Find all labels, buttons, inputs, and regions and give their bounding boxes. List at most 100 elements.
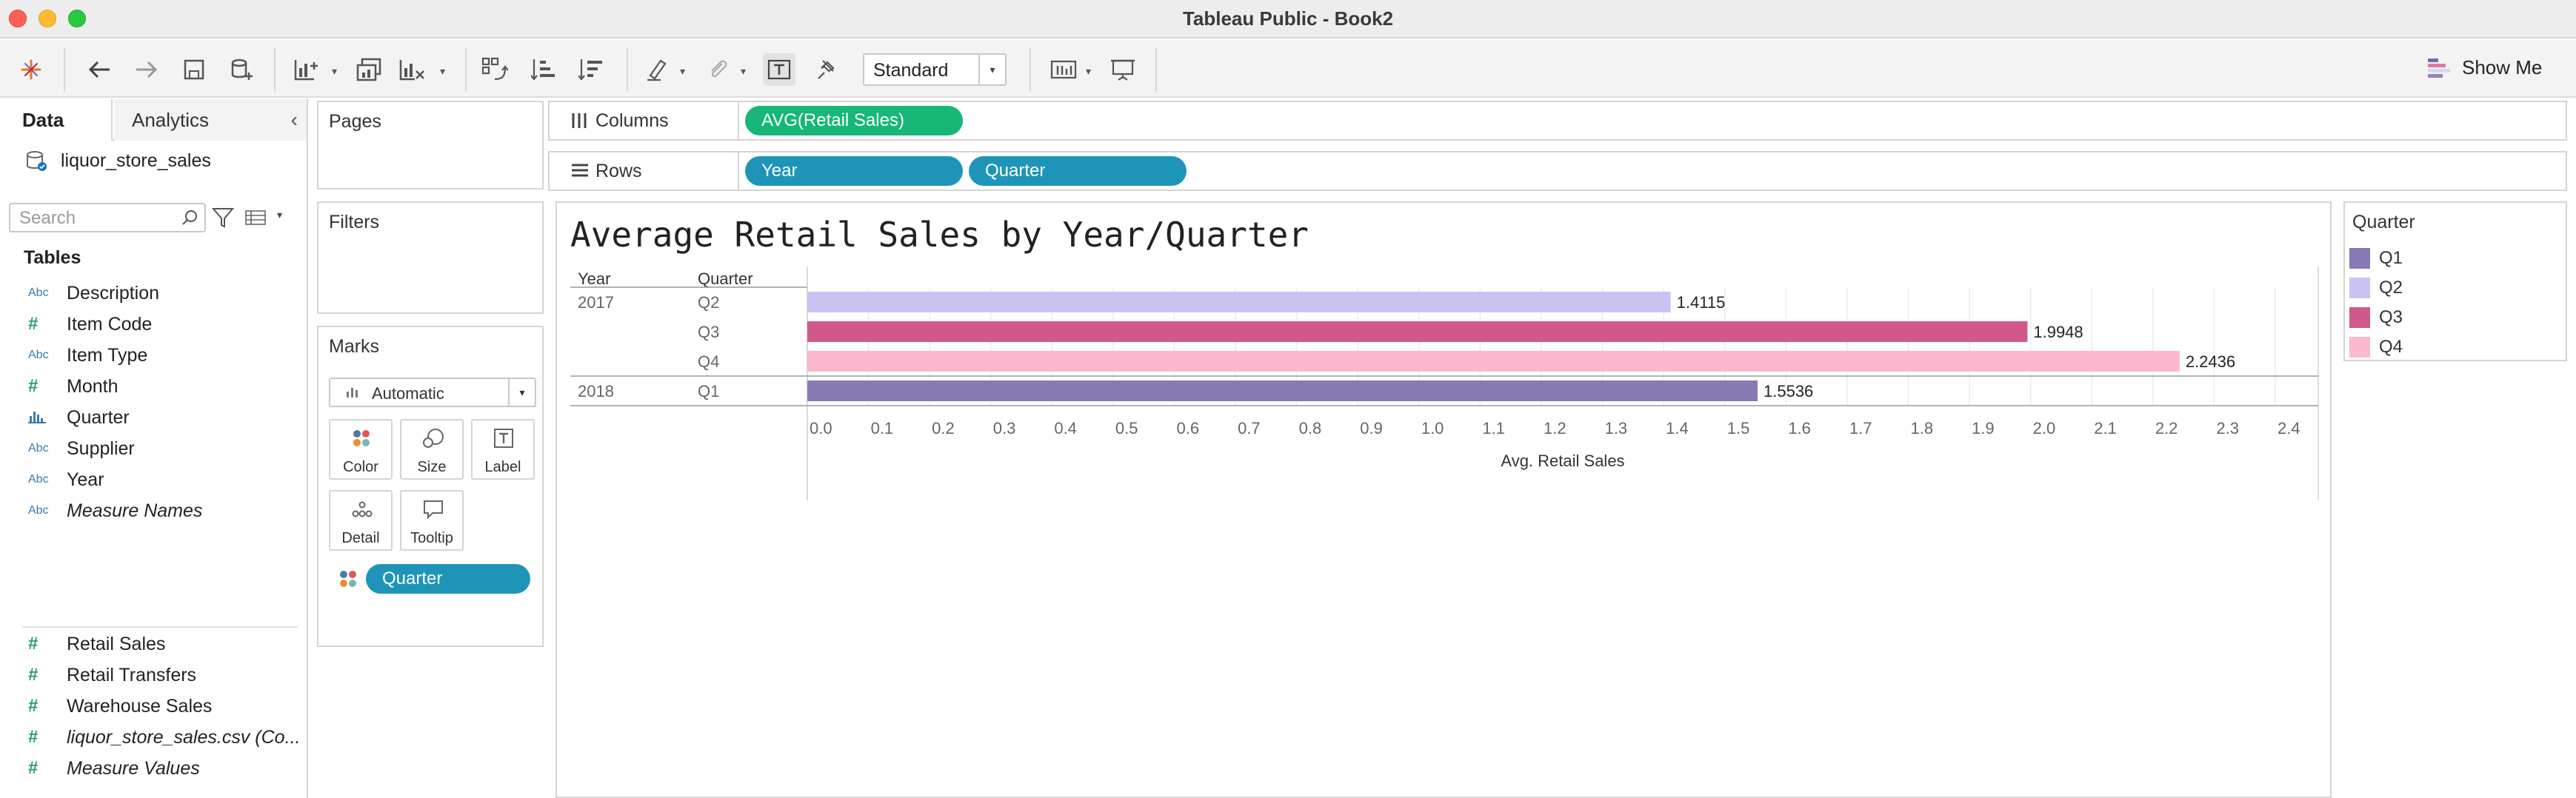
sort-descending-icon[interactable] bbox=[575, 53, 607, 86]
datasource-item[interactable]: liquor_store_sales bbox=[25, 150, 211, 172]
field-item[interactable]: # Month bbox=[28, 372, 118, 401]
collapse-pane-icon[interactable]: ‹ bbox=[290, 108, 298, 131]
field-item[interactable]: # Warehouse Sales bbox=[28, 691, 212, 721]
minimize-window-button[interactable] bbox=[39, 10, 56, 27]
maximize-window-button[interactable] bbox=[68, 10, 86, 27]
color-quarter-pill[interactable]: Quarter bbox=[366, 564, 530, 594]
swap-rows-columns-icon[interactable] bbox=[478, 53, 511, 86]
legend-label: Q4 bbox=[2379, 337, 2403, 357]
field-item[interactable]: Abc Year bbox=[28, 465, 104, 494]
rows-shelf: Rows Year Quarter bbox=[548, 151, 2567, 191]
x-tick-label: 1.7 bbox=[1849, 419, 1872, 437]
pin-axes-icon[interactable] bbox=[810, 53, 843, 86]
tooltip-button[interactable]: Tooltip bbox=[400, 490, 464, 551]
bar-value-label: 1.9948 bbox=[2033, 323, 2083, 341]
x-tick-label: 1.2 bbox=[1544, 419, 1566, 437]
group-members-paperclip-icon[interactable] bbox=[702, 53, 735, 86]
legend-swatch bbox=[2349, 307, 2370, 328]
title-bar: Tableau Public - Book2 bbox=[0, 0, 2576, 38]
clear-sheet-icon[interactable] bbox=[396, 53, 428, 86]
rows-label: Rows bbox=[595, 161, 642, 181]
field-label: Item Code bbox=[67, 313, 153, 335]
field-item[interactable]: # liquor_store_sales.csv (Co... bbox=[28, 722, 300, 752]
pages-card[interactable]: Pages bbox=[317, 101, 544, 190]
field-item[interactable]: # Measure Values bbox=[28, 754, 200, 783]
mark-type-select[interactable]: Automatic ▾ bbox=[329, 378, 536, 407]
label-button[interactable]: Label bbox=[471, 419, 535, 480]
fit-select[interactable]: Standard ▾ bbox=[863, 53, 1007, 86]
highlight-pen-icon[interactable] bbox=[641, 53, 674, 86]
bar bbox=[807, 321, 2028, 342]
tab-analytics[interactable]: Analytics ‹ bbox=[114, 99, 307, 141]
x-tick-label: 2.0 bbox=[2033, 419, 2056, 437]
highlight-dropdown[interactable]: ▾ bbox=[680, 65, 686, 77]
tooltip-button-label: Tooltip bbox=[410, 530, 453, 546]
string-type-icon: Abc bbox=[28, 349, 49, 361]
legend-item[interactable]: Q2 bbox=[2349, 277, 2403, 299]
view-canvas: Average Retail Sales by Year/Quarter Yea… bbox=[555, 201, 2332, 798]
field-label: liquor_store_sales.csv (Co... bbox=[67, 726, 301, 748]
close-window-button[interactable] bbox=[9, 10, 27, 27]
show-cards-icon[interactable] bbox=[1047, 53, 1080, 86]
new-data-source-icon[interactable] bbox=[225, 53, 258, 86]
duplicate-sheet-icon[interactable] bbox=[353, 53, 385, 86]
legend-item[interactable]: Q1 bbox=[2349, 247, 2403, 269]
view-list-icon[interactable] bbox=[244, 209, 268, 227]
color-button[interactable]: Color bbox=[329, 419, 393, 480]
size-button[interactable]: Size bbox=[400, 419, 464, 480]
filters-card[interactable]: Filters bbox=[317, 201, 544, 314]
toolbar-separator bbox=[274, 47, 276, 92]
rows-pill-year[interactable]: Year bbox=[745, 156, 963, 186]
number-type-icon: # bbox=[28, 314, 39, 334]
tableau-logo-icon[interactable] bbox=[15, 53, 47, 86]
number-type-icon: # bbox=[28, 758, 39, 778]
field-label: Measure Names bbox=[67, 500, 203, 521]
legend-item[interactable]: Q3 bbox=[2349, 306, 2403, 329]
x-tick-label: 1.9 bbox=[1972, 419, 1995, 437]
new-worksheet-dropdown[interactable]: ▾ bbox=[332, 65, 338, 77]
field-label: Measure Values bbox=[67, 757, 200, 779]
field-label: Retail Transfers bbox=[67, 664, 197, 685]
detail-button[interactable]: Detail bbox=[329, 490, 393, 551]
field-item[interactable]: # Retail Sales bbox=[28, 629, 165, 659]
field-item[interactable]: Abc Supplier bbox=[28, 434, 135, 463]
sort-ascending-icon[interactable] bbox=[527, 53, 560, 86]
clear-sheet-dropdown[interactable]: ▾ bbox=[440, 65, 446, 77]
tab-data[interactable]: Data bbox=[0, 99, 113, 141]
tooltip-bubble-icon bbox=[424, 500, 443, 520]
row-quarter-label: Q2 bbox=[698, 293, 719, 312]
field-label: Year bbox=[67, 469, 104, 490]
fit-select-value: Standard bbox=[873, 60, 949, 81]
view-dropdown[interactable]: ▾ bbox=[277, 209, 283, 221]
redo-arrow-icon[interactable] bbox=[130, 53, 163, 86]
show-mark-labels-icon[interactable] bbox=[763, 53, 795, 86]
save-icon[interactable] bbox=[178, 53, 210, 86]
presentation-mode-icon[interactable] bbox=[1107, 53, 1139, 86]
bar-value-label: 1.4115 bbox=[1677, 293, 1726, 312]
new-worksheet-icon[interactable] bbox=[290, 53, 323, 86]
color-dots-icon bbox=[353, 430, 370, 446]
columns-pill-avg-retail-sales[interactable]: AVG(Retail Sales) bbox=[745, 106, 963, 135]
row-year-label: 2018 bbox=[578, 382, 614, 400]
field-item[interactable]: Abc Item Type bbox=[28, 341, 147, 370]
field-item[interactable]: # Item Code bbox=[28, 309, 152, 339]
undo-arrow-icon[interactable] bbox=[83, 53, 116, 86]
field-item[interactable]: Quarter bbox=[28, 403, 130, 432]
search-input[interactable]: Search bbox=[9, 203, 206, 232]
color-legend: Quarter Q1 Q2 Q3 Q4 bbox=[2343, 201, 2567, 361]
field-item[interactable]: # Retail Transfers bbox=[28, 660, 196, 690]
data-pane-tabs: Data Analytics ‹ bbox=[0, 99, 307, 141]
legend-item[interactable]: Q4 bbox=[2349, 336, 2403, 358]
toolbar-separator bbox=[1030, 47, 1031, 92]
show-me-button[interactable]: Show Me bbox=[2426, 56, 2542, 79]
legend-label: Q2 bbox=[2379, 278, 2403, 298]
filter-funnel-icon[interactable] bbox=[211, 206, 235, 229]
rows-pill-quarter[interactable]: Quarter bbox=[969, 156, 1187, 186]
field-item[interactable]: Abc Measure Names bbox=[28, 496, 202, 526]
group-members-dropdown[interactable]: ▾ bbox=[741, 65, 747, 77]
number-type-icon: # bbox=[28, 665, 39, 685]
field-item[interactable]: Abc Description bbox=[28, 278, 159, 308]
show-cards-dropdown[interactable]: ▾ bbox=[1086, 65, 1092, 77]
search-icon bbox=[182, 210, 197, 225]
bar-chart: Year Quarter 2017 Q2 1.4115 Q3 1.9948 Q4 2.2436 2… bbox=[570, 266, 2319, 500]
